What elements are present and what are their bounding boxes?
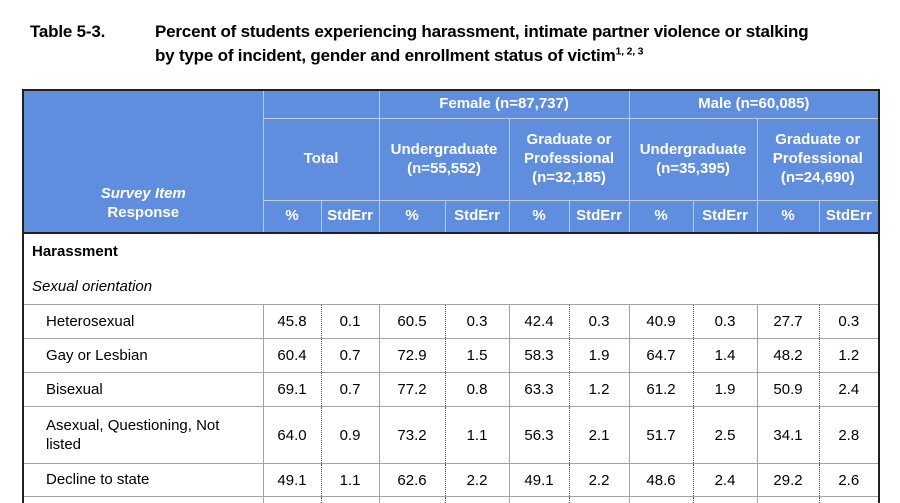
clipped-next-row <box>22 496 881 503</box>
value-cell: 64.0 <box>263 406 322 465</box>
value-cell: 42.4 <box>509 304 570 340</box>
table-title-description: Percent of students experiencing harassm… <box>155 20 870 68</box>
value-cell: 34.1 <box>757 406 820 465</box>
measure-header-pct: % <box>378 200 446 234</box>
value-cell: 27.7 <box>757 304 820 340</box>
value-cell: 60.4 <box>263 338 322 374</box>
table-title: Table 5-3. Percent of students experienc… <box>30 20 870 68</box>
value-cell: 0.1 <box>321 304 380 340</box>
corner-header-line-1: Survey Item <box>100 185 186 203</box>
table-row-decline-to-state: Decline to state 49.1 1.1 62.6 2.2 49.1 … <box>22 463 881 498</box>
value-cell: 48.6 <box>629 463 694 498</box>
value-cell: 2.2 <box>445 463 510 498</box>
value-cell: 2.5 <box>693 406 758 465</box>
header-spacer-cell <box>262 88 380 120</box>
value-cell: 1.1 <box>445 406 510 465</box>
value-cell: 2.6 <box>819 463 881 498</box>
value-cell: 0.3 <box>819 304 881 340</box>
subheader-total: Total <box>262 118 380 202</box>
value-cell: 56.3 <box>509 406 570 465</box>
measure-header-stderr: StdErr <box>320 200 380 234</box>
value-cell: 62.6 <box>379 463 446 498</box>
table-row-gay-or-lesbian: Gay or Lesbian 60.4 0.7 72.9 1.5 58.3 1.… <box>22 338 881 374</box>
value-cell: 29.2 <box>757 463 820 498</box>
subheader-female-undergraduate: Undergraduate (n=55,552) <box>378 118 510 202</box>
value-cell: 63.3 <box>509 372 570 408</box>
value-cell: 1.2 <box>819 338 881 374</box>
section-row-sexual-orientation: Sexual orientation <box>21 269 881 306</box>
subheader-male-graduate-professional: Graduate or Professional (n=24,690) <box>756 118 881 202</box>
subheader-male-undergraduate: Undergraduate (n=35,395) <box>628 118 758 202</box>
section-row-harassment: Harassment <box>21 232 881 270</box>
row-label: Heterosexual <box>22 304 264 340</box>
value-cell: 1.9 <box>693 372 758 408</box>
value-cell: 50.9 <box>757 372 820 408</box>
group-header-male: Male (n=60,085) <box>628 88 881 120</box>
value-cell: 2.2 <box>569 463 630 498</box>
value-cell: 1.5 <box>445 338 510 374</box>
value-cell: 73.2 <box>379 406 446 465</box>
value-cell: 0.3 <box>693 304 758 340</box>
value-cell: 51.7 <box>629 406 694 465</box>
footnote-references: 1, 2, 3 <box>615 45 644 58</box>
value-cell: 40.9 <box>629 304 694 340</box>
table-row-asexual-questioning-not-listed: Asexual, Questioning, Not listed 64.0 0.… <box>22 406 881 465</box>
value-cell: 2.1 <box>569 406 630 465</box>
value-cell: 1.4 <box>693 338 758 374</box>
value-cell: 1.9 <box>569 338 630 374</box>
value-cell: 0.9 <box>321 406 380 465</box>
value-cell: 58.3 <box>509 338 570 374</box>
title-line-1: Percent of students experiencing harassm… <box>155 22 809 41</box>
title-line-2: by type of incident, gender and enrollme… <box>155 45 616 65</box>
value-cell: 49.1 <box>509 463 570 498</box>
corner-header-survey-item-response: Survey Item Response <box>22 88 264 234</box>
value-cell: 0.3 <box>445 304 510 340</box>
table-number-label: Table 5-3. <box>30 22 106 41</box>
measure-header-stderr: StdErr <box>444 200 510 234</box>
value-cell: 77.2 <box>379 372 446 408</box>
value-cell: 2.8 <box>819 406 881 465</box>
value-cell: 45.8 <box>263 304 322 340</box>
value-cell: 2.4 <box>693 463 758 498</box>
corner-header-line-2: Response <box>107 203 180 221</box>
value-cell: 2.4 <box>819 372 881 408</box>
measure-header-stderr: StdErr <box>818 200 881 234</box>
measure-header-pct: % <box>508 200 570 234</box>
value-cell: 49.1 <box>263 463 322 498</box>
row-label: Decline to state <box>22 463 264 498</box>
measure-header-pct: % <box>262 200 322 234</box>
value-cell: 0.3 <box>569 304 630 340</box>
row-label: Gay or Lesbian <box>22 338 264 374</box>
value-cell: 69.1 <box>263 372 322 408</box>
measure-header-stderr: StdErr <box>568 200 630 234</box>
measure-header-pct: % <box>628 200 694 234</box>
measure-header-stderr: StdErr <box>692 200 758 234</box>
row-label: Bisexual <box>22 372 264 408</box>
value-cell: 60.5 <box>379 304 446 340</box>
value-cell: 61.2 <box>629 372 694 408</box>
section-label-sexual-orientation: Sexual orientation <box>21 269 881 306</box>
value-cell: 64.7 <box>629 338 694 374</box>
value-cell: 0.7 <box>321 338 380 374</box>
table-row-heterosexual: Heterosexual 45.8 0.1 60.5 0.3 42.4 0.3 … <box>22 304 881 340</box>
value-cell: 0.7 <box>321 372 380 408</box>
value-cell: 1.2 <box>569 372 630 408</box>
value-cell: 0.8 <box>445 372 510 408</box>
subheader-female-graduate-professional: Graduate or Professional (n=32,185) <box>508 118 630 202</box>
row-label: Asexual, Questioning, Not listed <box>22 406 264 465</box>
value-cell: 48.2 <box>757 338 820 374</box>
measure-header-pct: % <box>756 200 820 234</box>
value-cell: 1.1 <box>321 463 380 498</box>
value-cell: 72.9 <box>379 338 446 374</box>
table-row-bisexual: Bisexual 69.1 0.7 77.2 0.8 63.3 1.2 61.2… <box>22 372 881 408</box>
data-table: Survey Item Response Female (n=87,737) M… <box>21 88 881 503</box>
section-label-harassment: Harassment <box>21 232 881 270</box>
group-header-female: Female (n=87,737) <box>378 88 630 120</box>
